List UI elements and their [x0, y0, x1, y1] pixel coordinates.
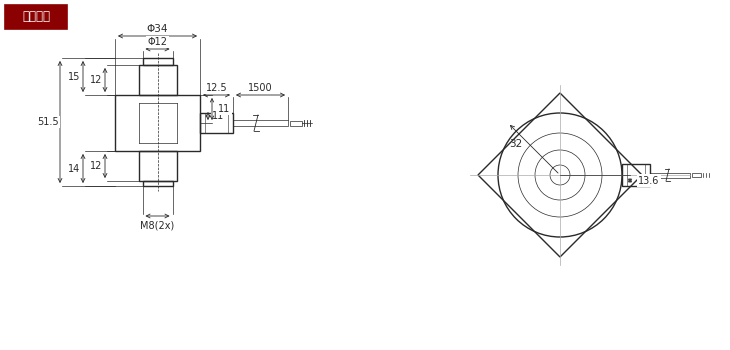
Text: 1500: 1500 — [248, 83, 273, 93]
Bar — [115, 95, 200, 151]
Bar — [139, 151, 177, 181]
Text: 11: 11 — [212, 111, 224, 121]
Text: M8(2x): M8(2x) — [140, 221, 174, 231]
Bar — [142, 58, 172, 65]
Bar — [290, 120, 302, 126]
Bar — [622, 164, 650, 186]
Text: 12.5: 12.5 — [206, 83, 227, 93]
Text: 13.6: 13.6 — [638, 175, 659, 186]
Bar — [233, 120, 288, 126]
Bar — [650, 173, 690, 177]
Text: Φ34: Φ34 — [147, 24, 168, 34]
Text: 外形尺寸: 外形尺寸 — [22, 10, 50, 23]
Text: 12: 12 — [90, 161, 102, 171]
Bar — [142, 181, 172, 186]
Text: Φ12: Φ12 — [147, 37, 167, 47]
Text: 12: 12 — [90, 75, 102, 85]
Bar — [200, 113, 233, 133]
Bar — [5, 5, 67, 29]
Text: 15: 15 — [68, 71, 80, 82]
Bar — [139, 65, 177, 95]
Text: 32: 32 — [510, 139, 523, 149]
Text: 11: 11 — [218, 104, 230, 114]
Text: 51.5: 51.5 — [37, 117, 59, 127]
Bar — [692, 173, 701, 177]
Text: 14: 14 — [68, 163, 80, 174]
